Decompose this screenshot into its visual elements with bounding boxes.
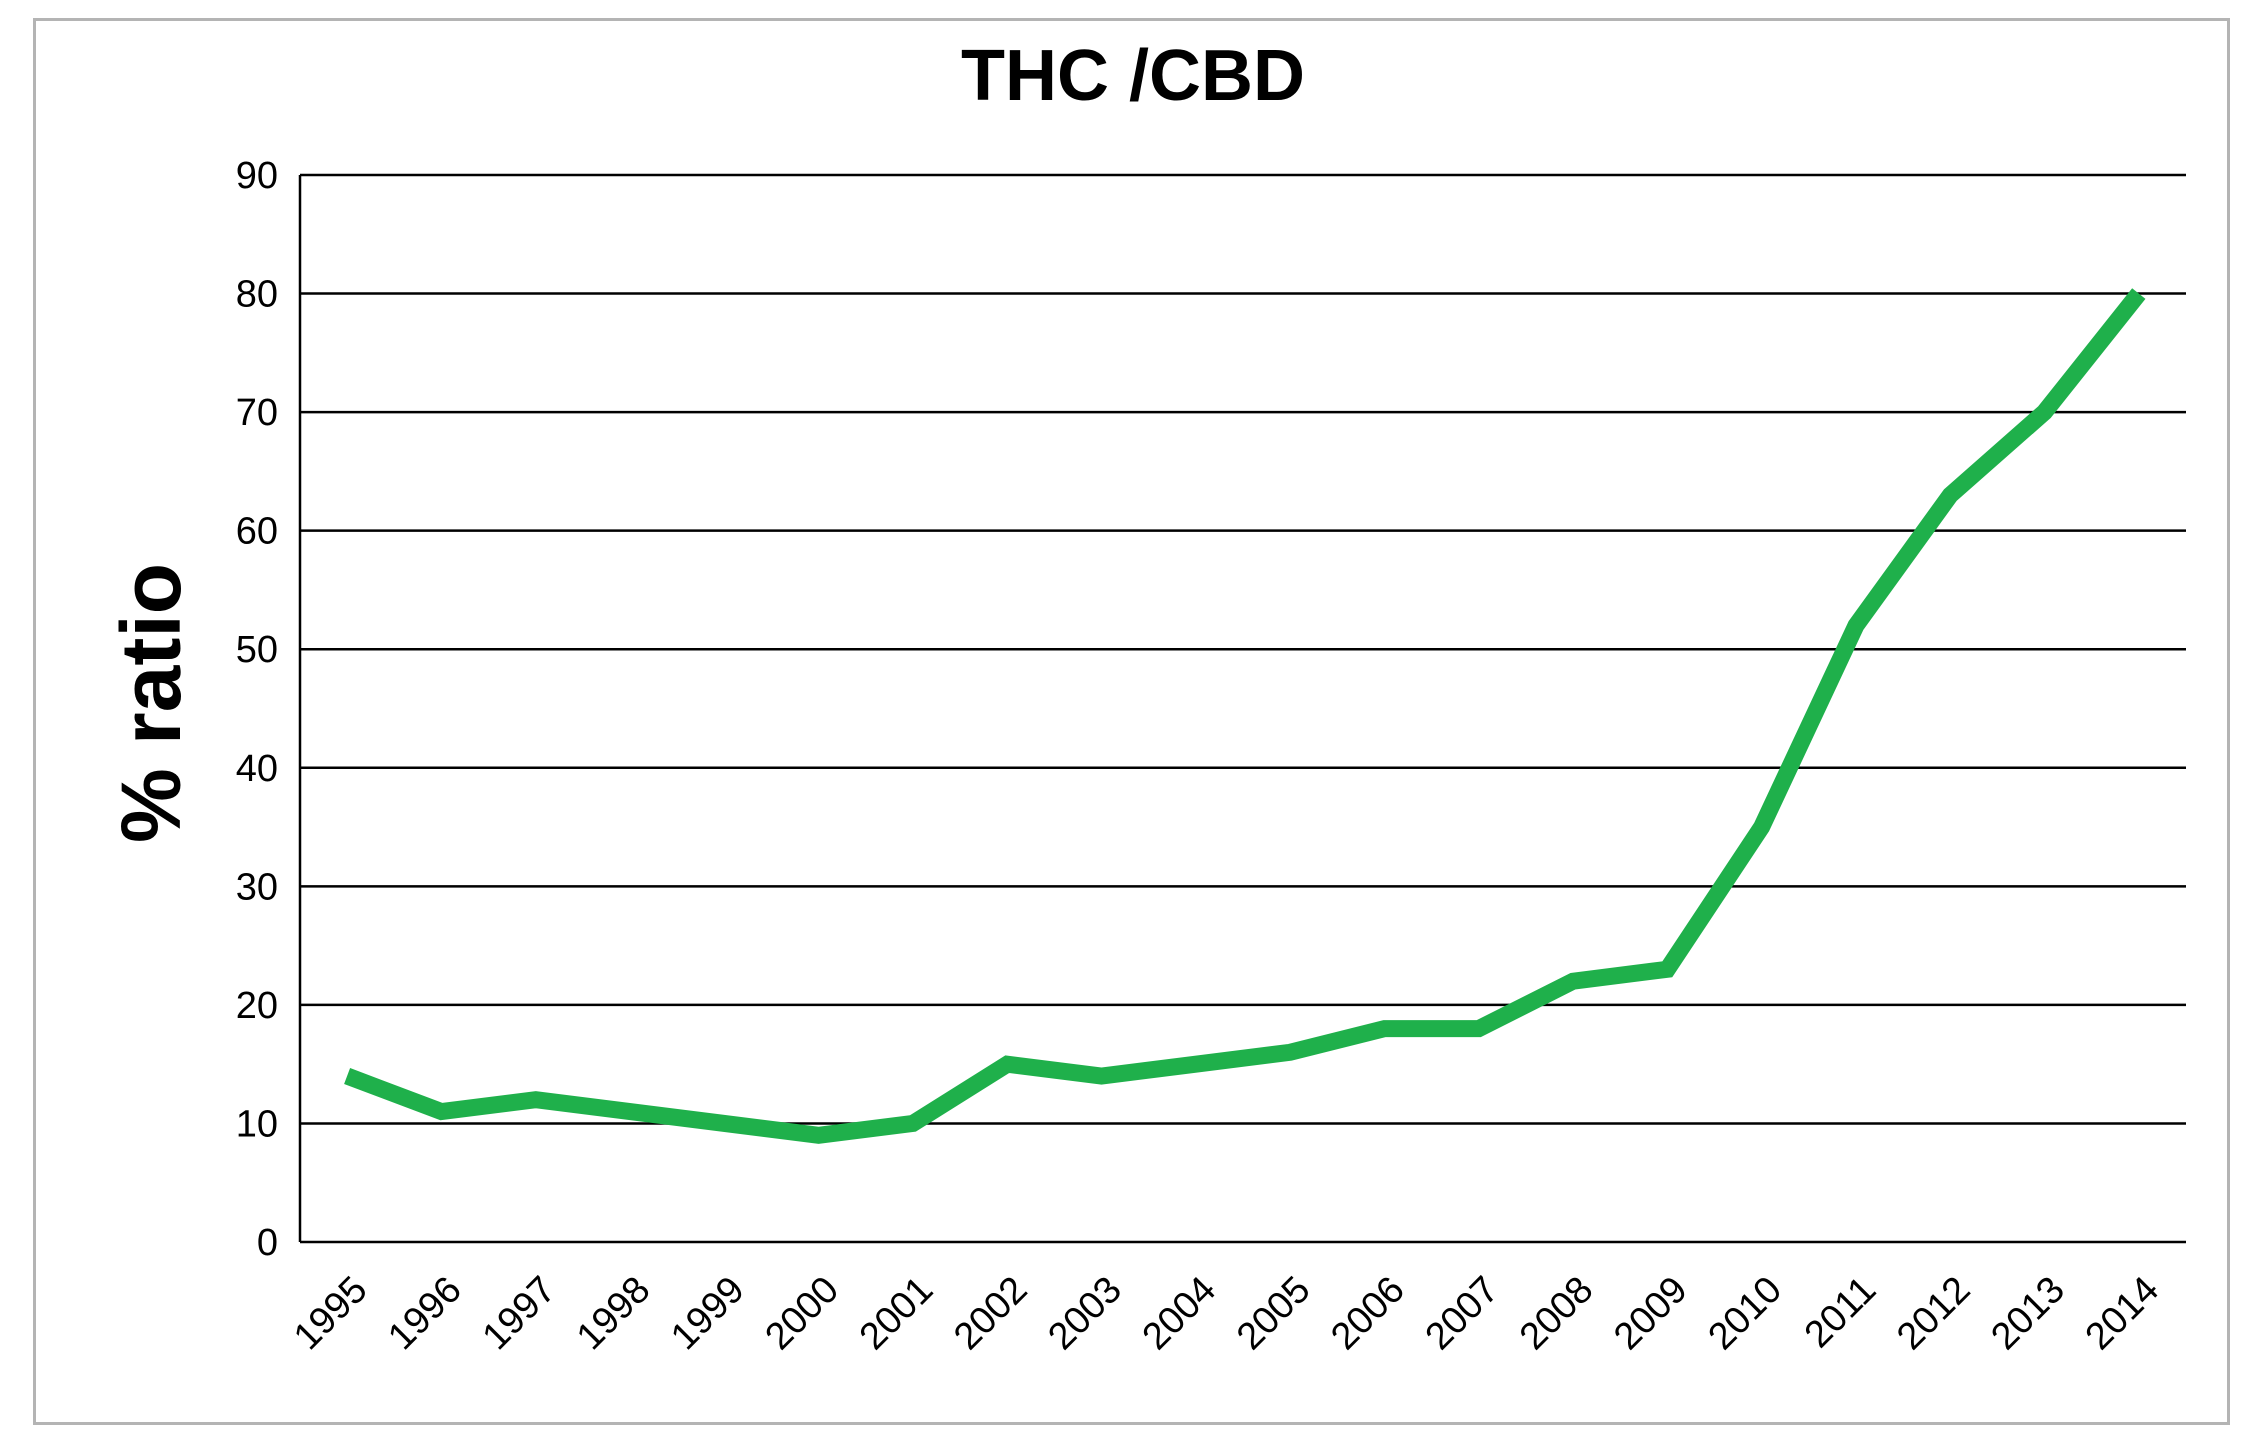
x-tick-label: 2003 bbox=[1040, 1269, 1129, 1358]
x-tick-label: 2001 bbox=[852, 1269, 941, 1358]
x-tick-label: 2010 bbox=[1701, 1269, 1790, 1358]
x-tick-labels: 1995 1996 1997 1998 1999 2000 2001 2002 2003 2004… bbox=[286, 1269, 2167, 1358]
series-line bbox=[344, 288, 2146, 1144]
x-tick-label: 2006 bbox=[1323, 1269, 1412, 1358]
y-axis-label: % ratio bbox=[104, 563, 198, 843]
x-tick-label: 2007 bbox=[1418, 1269, 1507, 1358]
y-tick-label: 30 bbox=[236, 866, 278, 908]
x-tick-label: 2012 bbox=[1889, 1269, 1978, 1358]
y-tick-label: 50 bbox=[236, 629, 278, 671]
y-tick-label: 40 bbox=[236, 748, 278, 790]
y-tick-label: 70 bbox=[236, 392, 278, 434]
x-tick-label: 1996 bbox=[380, 1269, 469, 1358]
x-tick-label: 1995 bbox=[286, 1269, 375, 1358]
chart-title: THC /CBD bbox=[961, 36, 1305, 116]
x-tick-label: 1998 bbox=[569, 1269, 658, 1358]
x-tick-label: 1999 bbox=[663, 1269, 752, 1358]
x-tick-label: 2013 bbox=[1983, 1269, 2072, 1358]
y-tick-labels: 0 10 20 30 40 50 60 70 80 90 bbox=[236, 155, 278, 1264]
gridlines bbox=[298, 173, 2186, 1244]
x-tick-label: 2002 bbox=[946, 1269, 1035, 1358]
x-tick-label: 2000 bbox=[758, 1269, 847, 1358]
series-layer bbox=[344, 288, 2146, 1144]
y-tick-label: 80 bbox=[236, 274, 278, 316]
x-tick-label: 2005 bbox=[1229, 1269, 1318, 1358]
y-tick-label: 60 bbox=[236, 511, 278, 553]
x-tick-label: 2004 bbox=[1135, 1269, 1224, 1358]
chart-frame bbox=[33, 18, 2230, 1425]
y-tick-label: 90 bbox=[236, 155, 278, 197]
x-tick-label: 1997 bbox=[475, 1269, 564, 1358]
x-tick-label: 2014 bbox=[2078, 1269, 2167, 1358]
x-tick-label: 2009 bbox=[1606, 1269, 1695, 1358]
y-tick-label: 0 bbox=[257, 1222, 278, 1264]
x-tick-label: 2008 bbox=[1512, 1269, 1601, 1358]
y-tick-label: 10 bbox=[236, 1103, 278, 1145]
x-tick-label: 2011 bbox=[1797, 1269, 1884, 1356]
y-tick-label: 20 bbox=[236, 985, 278, 1027]
